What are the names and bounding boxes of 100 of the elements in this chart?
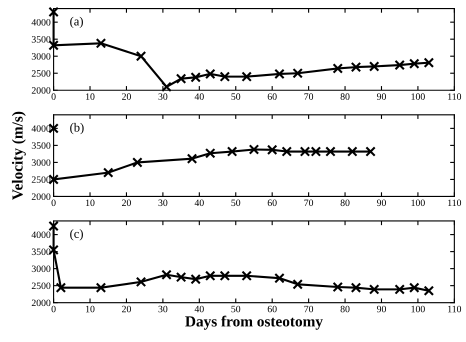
point <box>394 284 405 295</box>
x-tick-label: 40 <box>194 93 204 100</box>
point <box>292 279 303 290</box>
point <box>350 282 362 293</box>
point <box>176 272 186 282</box>
x-tick-label: 70 <box>304 93 314 100</box>
y-tick-label: 3000 <box>32 266 50 272</box>
x-tick-label: 110 <box>448 306 462 312</box>
point <box>332 63 343 74</box>
x-tick-label: 10 <box>86 306 95 312</box>
point <box>266 144 278 156</box>
x-tick-label: 90 <box>376 306 386 312</box>
x-tick-label: 50 <box>231 200 240 206</box>
y-tick-label: 3000 <box>32 53 50 60</box>
x-tick-label: 60 <box>268 306 277 312</box>
x-tick-label: 40 <box>194 200 204 206</box>
point <box>365 146 376 157</box>
point <box>190 274 201 284</box>
point <box>96 38 106 48</box>
point <box>103 167 114 178</box>
x-tick-label: 100 <box>411 200 425 206</box>
point <box>424 57 434 68</box>
point <box>205 270 216 281</box>
x-tick-label: 0 <box>52 306 56 312</box>
point <box>241 270 252 281</box>
point <box>241 71 252 82</box>
point <box>176 73 186 84</box>
x-tick-label: 40 <box>194 306 204 312</box>
point <box>292 68 303 78</box>
x-tick-label: 10 <box>86 93 95 100</box>
y-tick-label: 4000 <box>32 19 50 26</box>
y-tick-label: 2000 <box>32 87 50 94</box>
point <box>136 50 146 62</box>
point <box>325 146 336 157</box>
x-tick-label: 80 <box>340 306 350 312</box>
point <box>350 62 362 72</box>
x-tick-label: 80 <box>340 200 350 206</box>
y-tick-label: 4000 <box>32 125 50 132</box>
y-tick-label: 3500 <box>32 248 50 256</box>
y-tick-label: 3500 <box>32 142 50 149</box>
point <box>96 282 106 293</box>
x-tick-label: 0 <box>52 93 56 100</box>
point <box>48 220 59 232</box>
x-tick-label: 20 <box>122 93 131 100</box>
point <box>220 270 230 281</box>
x-axis-title: Days from osteotomy <box>185 316 323 330</box>
point <box>226 146 238 157</box>
point <box>424 286 434 296</box>
x-tick-label: 20 <box>122 306 131 312</box>
point <box>368 284 380 295</box>
point <box>161 82 172 92</box>
y-tick-label: 3000 <box>32 159 50 166</box>
annotation: (b) <box>70 122 84 134</box>
point <box>132 157 143 168</box>
point <box>48 6 59 18</box>
point <box>409 58 420 69</box>
x-tick-label: 80 <box>340 93 350 100</box>
x-tick-label: 30 <box>158 93 168 100</box>
point <box>161 270 172 280</box>
point <box>409 282 420 293</box>
y-tick-label: 2000 <box>32 193 50 200</box>
x-tick-label: 110 <box>448 93 462 100</box>
annotation: (c) <box>70 229 83 240</box>
point <box>368 61 380 72</box>
x-tick-label: 60 <box>268 93 277 100</box>
y-tick-label: 2500 <box>32 70 50 77</box>
x-tick-label: 30 <box>158 306 168 312</box>
y-tick-label: 3500 <box>32 36 50 43</box>
point <box>274 272 285 284</box>
point <box>394 60 405 70</box>
point <box>136 276 146 288</box>
point <box>190 72 201 83</box>
x-tick-label: 90 <box>376 93 386 100</box>
x-tick-label: 90 <box>376 200 386 206</box>
x-tick-label: 10 <box>86 200 95 206</box>
point <box>205 68 216 80</box>
x-tick-label: 20 <box>122 200 131 206</box>
x-tick-label: 50 <box>231 93 240 100</box>
x-tick-label: 0 <box>52 200 56 206</box>
y-tick-label: 2000 <box>32 300 50 306</box>
x-tick-label: 100 <box>411 306 425 312</box>
x-tick-label: 70 <box>304 200 314 206</box>
point <box>205 148 216 158</box>
point <box>282 146 292 157</box>
point <box>220 71 230 82</box>
x-tick-label: 50 <box>231 306 240 312</box>
point <box>186 153 198 164</box>
point <box>248 144 260 155</box>
x-tick-label: 110 <box>448 200 462 206</box>
y-axis-title: Velocity (m/s) <box>12 112 26 200</box>
point <box>274 68 285 80</box>
y-tick-label: 2500 <box>32 176 50 183</box>
point <box>332 282 343 292</box>
x-tick-label: 30 <box>158 200 168 206</box>
annotation: (a) <box>70 16 83 28</box>
y-tick-label: 4000 <box>32 231 50 238</box>
point <box>56 282 66 293</box>
x-tick-label: 60 <box>268 200 277 206</box>
y-tick-label: 2500 <box>32 282 50 290</box>
x-tick-label: 70 <box>304 306 314 312</box>
